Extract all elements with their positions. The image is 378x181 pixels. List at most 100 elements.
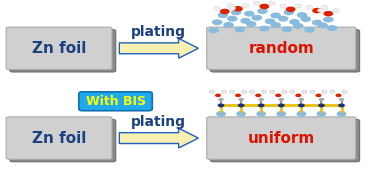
- Ellipse shape: [209, 90, 214, 93]
- Ellipse shape: [312, 8, 322, 13]
- Ellipse shape: [265, 18, 275, 24]
- Ellipse shape: [242, 4, 249, 8]
- Ellipse shape: [297, 12, 307, 18]
- Ellipse shape: [244, 11, 254, 17]
- Ellipse shape: [278, 103, 285, 107]
- Ellipse shape: [218, 98, 224, 101]
- Ellipse shape: [246, 21, 256, 27]
- Ellipse shape: [290, 90, 295, 93]
- Ellipse shape: [235, 94, 241, 97]
- Ellipse shape: [282, 90, 287, 93]
- Ellipse shape: [339, 98, 344, 101]
- Ellipse shape: [322, 90, 327, 93]
- Ellipse shape: [235, 26, 245, 32]
- Ellipse shape: [318, 9, 324, 12]
- Ellipse shape: [278, 16, 288, 22]
- Ellipse shape: [302, 90, 307, 93]
- FancyArrow shape: [119, 38, 198, 58]
- Ellipse shape: [275, 94, 281, 97]
- Ellipse shape: [295, 4, 302, 8]
- Ellipse shape: [251, 15, 262, 21]
- Ellipse shape: [321, 5, 328, 9]
- Ellipse shape: [236, 111, 246, 117]
- Text: random: random: [248, 41, 314, 56]
- Ellipse shape: [298, 103, 305, 107]
- Ellipse shape: [258, 98, 264, 101]
- Ellipse shape: [327, 25, 338, 31]
- Ellipse shape: [258, 103, 265, 107]
- Ellipse shape: [259, 26, 270, 31]
- Ellipse shape: [295, 94, 301, 97]
- Ellipse shape: [282, 26, 292, 32]
- Ellipse shape: [208, 27, 219, 33]
- Ellipse shape: [238, 98, 244, 101]
- Ellipse shape: [306, 5, 313, 9]
- FancyBboxPatch shape: [207, 27, 356, 70]
- Ellipse shape: [293, 23, 304, 29]
- Text: uniform: uniform: [248, 131, 315, 146]
- Ellipse shape: [220, 9, 230, 14]
- Ellipse shape: [229, 90, 234, 93]
- Ellipse shape: [323, 17, 334, 22]
- Ellipse shape: [262, 90, 266, 93]
- Ellipse shape: [242, 90, 246, 93]
- Ellipse shape: [279, 98, 284, 101]
- FancyBboxPatch shape: [10, 30, 116, 72]
- Ellipse shape: [318, 22, 328, 28]
- Ellipse shape: [270, 12, 281, 18]
- Ellipse shape: [255, 94, 261, 97]
- Ellipse shape: [240, 18, 251, 24]
- Ellipse shape: [227, 4, 234, 8]
- Ellipse shape: [299, 98, 304, 101]
- Ellipse shape: [214, 6, 221, 10]
- Text: Zn foil: Zn foil: [32, 41, 86, 56]
- FancyBboxPatch shape: [6, 117, 112, 159]
- Ellipse shape: [270, 22, 281, 28]
- Ellipse shape: [238, 103, 245, 107]
- Ellipse shape: [312, 20, 322, 26]
- Text: plating: plating: [132, 26, 186, 39]
- Ellipse shape: [284, 9, 294, 15]
- Ellipse shape: [215, 94, 221, 97]
- FancyBboxPatch shape: [6, 27, 112, 70]
- Ellipse shape: [286, 7, 296, 12]
- Ellipse shape: [223, 22, 234, 28]
- FancyBboxPatch shape: [211, 119, 359, 162]
- Ellipse shape: [289, 19, 300, 25]
- Ellipse shape: [222, 90, 226, 93]
- Ellipse shape: [304, 27, 315, 33]
- FancyBboxPatch shape: [211, 30, 359, 72]
- Ellipse shape: [233, 6, 243, 12]
- Ellipse shape: [216, 111, 226, 117]
- Ellipse shape: [338, 103, 345, 107]
- Ellipse shape: [212, 19, 223, 25]
- Ellipse shape: [310, 90, 315, 93]
- Ellipse shape: [280, 4, 287, 8]
- Text: Zn foil: Zn foil: [32, 131, 86, 146]
- Ellipse shape: [301, 16, 311, 22]
- FancyBboxPatch shape: [207, 117, 356, 159]
- Text: plating: plating: [132, 115, 186, 129]
- FancyArrow shape: [119, 128, 198, 148]
- Ellipse shape: [319, 98, 324, 101]
- Ellipse shape: [324, 11, 333, 16]
- Ellipse shape: [337, 111, 346, 117]
- Ellipse shape: [250, 90, 255, 93]
- Ellipse shape: [227, 16, 238, 22]
- Ellipse shape: [218, 103, 225, 107]
- Ellipse shape: [315, 94, 321, 97]
- Ellipse shape: [336, 94, 342, 97]
- Ellipse shape: [330, 90, 335, 93]
- Ellipse shape: [318, 103, 325, 107]
- FancyBboxPatch shape: [79, 92, 152, 111]
- Ellipse shape: [256, 111, 266, 117]
- Ellipse shape: [229, 6, 236, 10]
- Ellipse shape: [276, 111, 286, 117]
- Ellipse shape: [253, 1, 260, 5]
- FancyBboxPatch shape: [10, 119, 116, 162]
- Ellipse shape: [270, 90, 275, 93]
- Ellipse shape: [231, 9, 241, 15]
- Ellipse shape: [268, 1, 275, 5]
- Ellipse shape: [296, 111, 306, 117]
- Ellipse shape: [342, 90, 347, 93]
